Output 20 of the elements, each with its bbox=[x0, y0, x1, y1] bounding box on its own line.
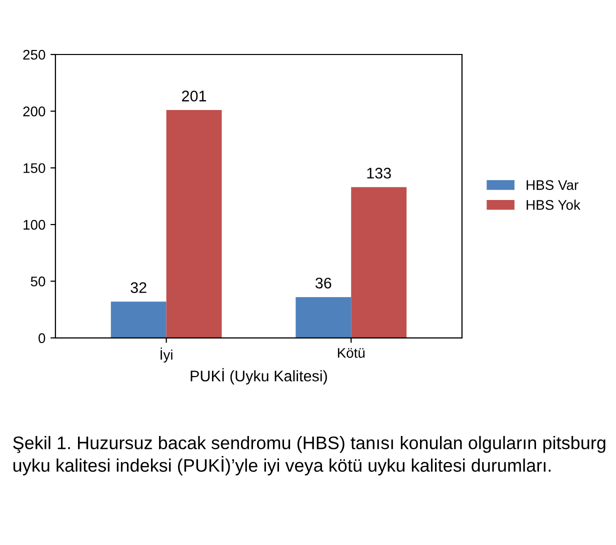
data-label: 32 bbox=[130, 282, 146, 294]
bar bbox=[166, 110, 222, 338]
x-tick-label: Kötü bbox=[338, 348, 365, 358]
bar bbox=[351, 187, 407, 338]
bar bbox=[110, 302, 166, 338]
y-tick-label: 250 bbox=[23, 50, 46, 60]
y-tick-label: 100 bbox=[24, 220, 46, 230]
data-label: 201 bbox=[182, 90, 206, 102]
legend-label: HBS Var bbox=[526, 180, 578, 190]
x-tick-label: İyi bbox=[160, 348, 172, 363]
y-tick-label: 150 bbox=[24, 163, 46, 174]
data-label: 133 bbox=[367, 168, 391, 179]
legend-label: HBS Yok bbox=[526, 200, 580, 210]
bar bbox=[296, 297, 352, 338]
y-tick-label: 50 bbox=[30, 276, 46, 286]
y-tick-label: 0 bbox=[38, 333, 46, 344]
text: Şekil 1. Huzursuz bacak sendromu (HBS) tanısı konulan olguların pitsburg uyku kalitesi indeksi (PUKİ)’yle iyi veya kötü uyku kalitesi durumları. bbox=[13, 436, 606, 476]
y-tick-label: 200 bbox=[23, 106, 46, 116]
x-axis-title: PUKİ (Uyku Kalitesi) bbox=[190, 368, 327, 384]
data-label: 36 bbox=[315, 278, 332, 289]
